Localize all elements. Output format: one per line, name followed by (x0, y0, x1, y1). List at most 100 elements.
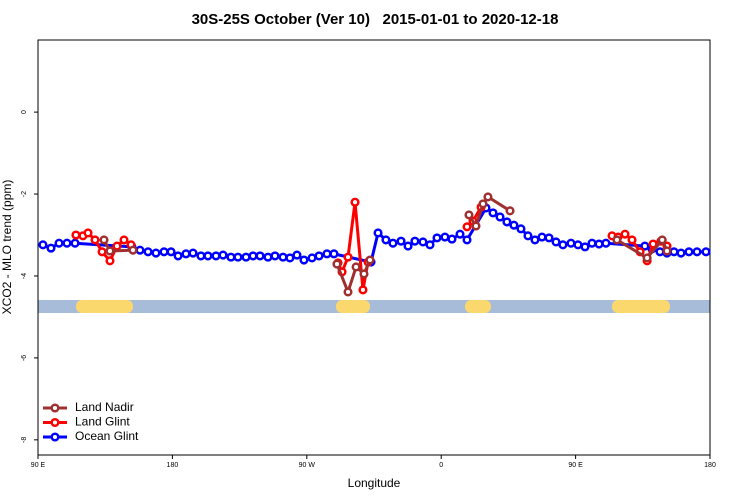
data-point (151, 248, 161, 258)
data-point (580, 242, 590, 252)
data-point (90, 235, 100, 245)
data-point (226, 252, 236, 262)
data-point (676, 248, 686, 258)
data-point (351, 262, 361, 272)
land-patch (336, 300, 370, 313)
data-point (218, 250, 228, 260)
data-point (119, 235, 129, 245)
data-point (587, 238, 597, 248)
data-point (128, 245, 138, 255)
y-tick-label: 0 (21, 110, 28, 114)
data-point (662, 246, 672, 256)
data-point (523, 231, 533, 241)
legend-label: Ocean Glint (75, 429, 139, 443)
data-point (46, 243, 56, 253)
x-tick-label: 180 (167, 462, 179, 469)
data-point (455, 229, 465, 239)
data-point (530, 235, 540, 245)
data-point (358, 285, 368, 295)
data-point (248, 251, 258, 261)
land-patch (612, 300, 670, 313)
x-axis-label: Longitude (348, 476, 401, 490)
y-tick-label: -6 (21, 355, 28, 361)
data-point (38, 240, 48, 250)
data-point (471, 221, 481, 231)
data-point (278, 252, 288, 262)
data-point (488, 208, 498, 218)
plot-area (38, 192, 711, 297)
y-axis-label: XCO2 - MLO trend (ppm) (0, 180, 14, 315)
data-point (181, 249, 191, 259)
data-point (627, 235, 637, 245)
data-point (112, 241, 122, 251)
data-point (509, 220, 519, 230)
data-point (483, 192, 493, 202)
data-point (464, 210, 474, 220)
data-point (425, 240, 435, 250)
data-point (83, 228, 93, 238)
y-tick-label: -8 (21, 437, 28, 443)
data-point (263, 252, 273, 262)
data-point (388, 238, 398, 248)
data-point (601, 238, 611, 248)
data-point (440, 232, 450, 242)
y-tick-label: -4 (21, 273, 28, 279)
data-point (642, 253, 652, 263)
legend-marker (50, 403, 60, 413)
data-point (105, 246, 115, 256)
data-point (396, 236, 406, 246)
data-point (70, 238, 80, 248)
data-point (99, 235, 109, 245)
data-point (241, 252, 251, 262)
data-point (657, 235, 667, 245)
data-point (573, 240, 583, 250)
data-point (502, 217, 512, 227)
data-point (551, 237, 561, 247)
data-point (299, 255, 309, 265)
data-point (314, 251, 324, 261)
data-point (332, 259, 342, 269)
data-point (365, 255, 375, 265)
data-point (462, 222, 472, 232)
data-point (620, 229, 630, 239)
data-point (612, 235, 622, 245)
data-point (537, 232, 547, 242)
plot-frame (37, 39, 711, 456)
data-point (410, 236, 420, 246)
x-tick-label: 90 W (299, 462, 316, 469)
data-point (196, 251, 206, 261)
x-tick-label: 90 E (568, 462, 583, 469)
data-point (373, 228, 383, 238)
data-point (255, 251, 265, 261)
data-point (655, 247, 665, 257)
data-point (203, 251, 213, 261)
data-point (418, 237, 428, 247)
data-point (54, 238, 64, 248)
data-point (558, 240, 568, 250)
data-point (669, 247, 679, 257)
data-point (211, 251, 221, 261)
data-point (159, 247, 169, 257)
data-point (594, 239, 604, 249)
legend-label: Land Glint (75, 415, 130, 429)
data-point (648, 239, 658, 249)
data-point (329, 249, 339, 259)
land-patch (76, 300, 133, 313)
data-point (105, 256, 115, 266)
data-point (495, 212, 505, 222)
data-point (343, 252, 353, 262)
data-point (97, 247, 107, 257)
legend-label: Land Nadir (75, 400, 134, 414)
x-tick-label: 0 (439, 462, 443, 469)
data-point (701, 247, 711, 257)
data-point (173, 251, 183, 261)
data-point (505, 206, 515, 216)
data-point (188, 248, 198, 258)
data-point (343, 287, 353, 297)
data-point (544, 233, 554, 243)
data-point (684, 247, 694, 257)
x-tick-label: 90 E (31, 462, 46, 469)
data-point (462, 235, 472, 245)
chart-title: 30S-25S October (Ver 10) 2015-01-01 to 2… (192, 11, 559, 28)
